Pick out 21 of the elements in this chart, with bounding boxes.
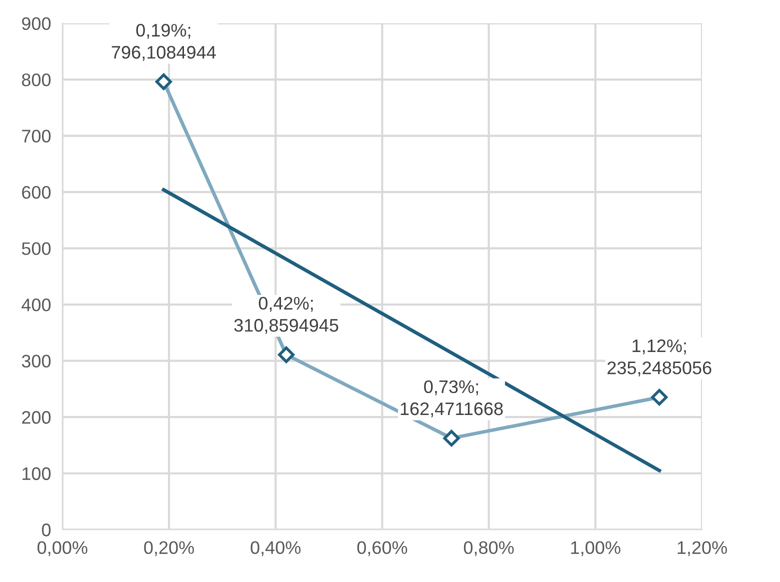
annotation: 0,19%; 796,1084944 — [112, 24, 216, 61]
y-tick-label: 700 — [22, 130, 51, 143]
x-tick-label: 0,20% — [144, 541, 194, 556]
annotation: 0,73%; 162,4711668 — [400, 380, 503, 418]
x-tick-label: 0,60% — [357, 541, 408, 556]
y-tick-label: 300 — [22, 354, 51, 368]
y-tick-label: 600 — [22, 186, 51, 199]
x-tick-label: 0,40% — [250, 541, 301, 556]
x-tick-label: 1,00% — [571, 541, 620, 556]
y-tick-label: 900 — [22, 17, 51, 30]
y-tick-label: 0 — [42, 524, 51, 536]
annotation: 0,42%; 310,8594945 — [234, 296, 338, 334]
x-tick-label: 0,80% — [464, 541, 514, 556]
y-tick-label: 500 — [22, 242, 51, 256]
x-tick-label: 0,00% — [38, 541, 88, 556]
y-tick-label: 800 — [22, 73, 51, 86]
y-tick-label: 400 — [22, 298, 51, 312]
y-tick-label: 100 — [22, 467, 51, 480]
y-tick-label: 200 — [22, 411, 51, 424]
annotation: 1,12%; 235,2485056 — [608, 339, 712, 376]
x-tick-label: 1,20% — [678, 541, 727, 556]
